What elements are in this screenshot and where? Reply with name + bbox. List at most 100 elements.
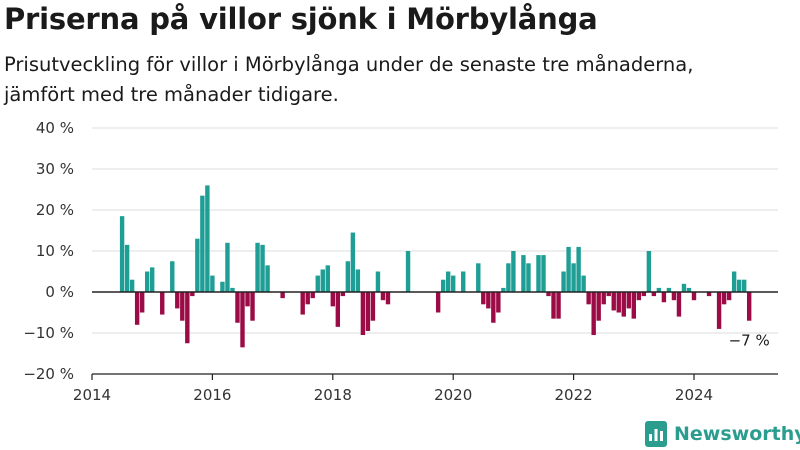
bar (360, 292, 366, 336)
bar (481, 292, 486, 305)
bar (636, 292, 642, 301)
bar (335, 292, 341, 327)
subtitle-line-2: jämfört med tre månader tidigare. (4, 83, 339, 106)
bar (265, 265, 270, 292)
y-tick-label: −10 % (23, 324, 74, 342)
bar (666, 287, 672, 292)
subtitle-line-1: Prisutveckling för villor i Mörbylånga u… (4, 53, 694, 76)
bar (230, 287, 235, 292)
bar (496, 292, 501, 313)
bar (646, 251, 652, 292)
bar (606, 292, 611, 297)
bar (315, 275, 320, 292)
bar (586, 292, 591, 305)
bar (170, 261, 175, 292)
bar (681, 283, 687, 292)
bar (210, 275, 215, 292)
y-tick-label: 40 % (36, 119, 74, 137)
x-axis (91, 291, 778, 380)
bar (741, 279, 747, 292)
bar (651, 292, 657, 297)
bar (180, 292, 185, 321)
bar (591, 292, 596, 336)
y-tick-label: 10 % (36, 242, 74, 260)
x-tick-label: 2014 (73, 386, 111, 404)
bar (656, 287, 662, 292)
bar (616, 292, 621, 313)
y-tick-label: 0 % (45, 283, 74, 301)
bar (240, 292, 245, 348)
bar (706, 292, 712, 297)
bar (134, 292, 140, 325)
bar (280, 292, 285, 299)
x-tick-labels: 2014 2016 2018 2020 2022 2024 (73, 386, 713, 404)
bar (601, 292, 606, 305)
bar (511, 251, 516, 292)
bar (385, 292, 391, 305)
bar (235, 292, 240, 323)
bar (626, 292, 631, 309)
bar (521, 255, 526, 292)
bar (340, 292, 346, 297)
y-tick-label: 30 % (36, 160, 74, 178)
bar (486, 292, 491, 309)
bar (405, 251, 411, 292)
brand-footer[interactable]: Newsworthy (645, 419, 800, 449)
bar (506, 263, 511, 292)
grid-lines (92, 127, 778, 375)
bar (175, 292, 180, 309)
bar (330, 292, 335, 307)
bar (661, 292, 667, 303)
bar (250, 292, 255, 321)
bar (190, 292, 195, 297)
bar (671, 292, 677, 301)
bar (686, 287, 692, 292)
bar (536, 255, 541, 292)
bar-chart-logo-icon (645, 421, 667, 447)
bar (576, 246, 581, 292)
brand-name: Newsworthy (674, 423, 800, 445)
bar (310, 292, 315, 299)
bar (350, 232, 356, 292)
bar (746, 292, 752, 321)
bar (300, 292, 305, 315)
bar (501, 287, 506, 292)
bar (200, 195, 205, 292)
bar (150, 267, 155, 292)
bar (380, 292, 386, 301)
bar (139, 292, 145, 313)
bar (556, 292, 561, 319)
x-tick-label: 2018 (314, 386, 352, 404)
chart-title: Priserna på villor sjönk i Mörbylånga (4, 2, 598, 36)
bar (320, 269, 325, 292)
bar (345, 261, 351, 292)
bar (220, 281, 225, 292)
bar (596, 292, 601, 321)
bar (260, 244, 265, 292)
bar (195, 238, 200, 292)
bar (461, 271, 466, 292)
bar (561, 271, 566, 292)
bar (721, 292, 727, 305)
bar (355, 269, 361, 292)
bar (370, 292, 376, 321)
bar (144, 271, 150, 292)
bar (676, 292, 682, 317)
y-tick-label: 20 % (36, 201, 74, 219)
bar (731, 271, 737, 292)
bar (160, 292, 165, 315)
bar (124, 244, 130, 292)
bar (566, 246, 571, 292)
bar (541, 255, 546, 292)
x-tick-label: 2022 (555, 386, 593, 404)
bar (255, 242, 260, 292)
bar (621, 292, 626, 317)
bar (551, 292, 556, 319)
y-tick-labels: 40 % 30 % 20 % 10 % 0 % −10 % −20 % (23, 119, 74, 383)
y-tick-label: −20 % (23, 365, 74, 383)
bar (611, 292, 616, 311)
bars (119, 185, 752, 348)
bar (205, 185, 210, 292)
x-tick-label: 2024 (675, 386, 713, 404)
